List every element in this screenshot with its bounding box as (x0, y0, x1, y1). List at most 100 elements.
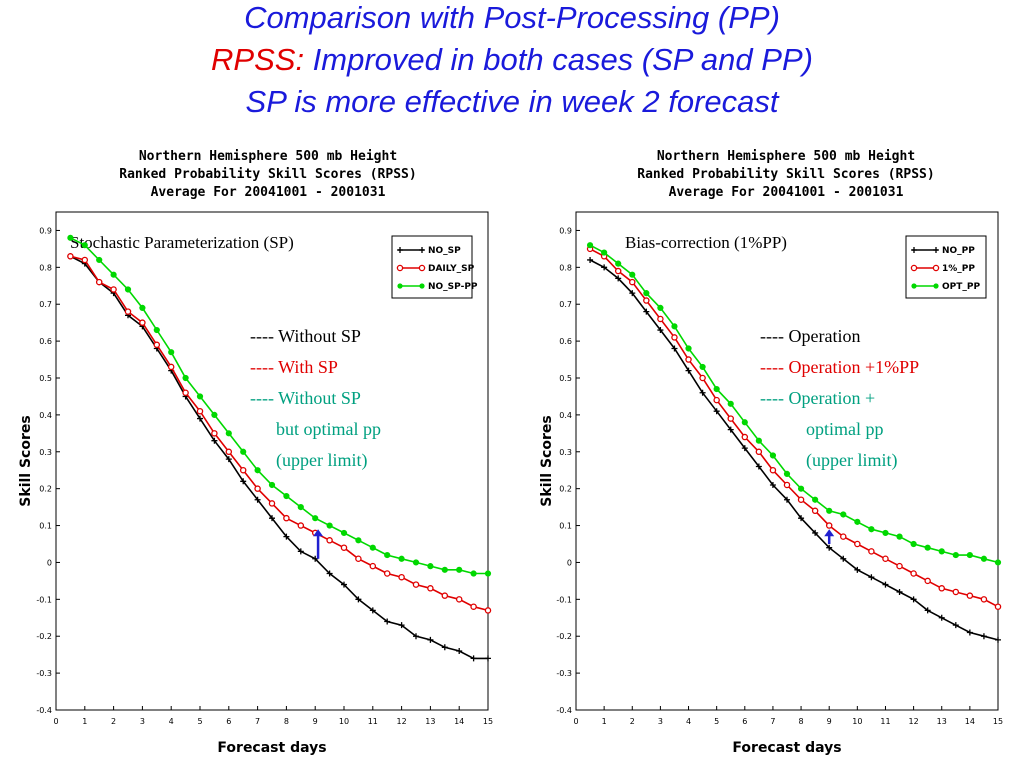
data-point-marker (868, 574, 875, 581)
x-tick-label: 7 (770, 717, 775, 726)
y-tick-label: 0 (567, 558, 572, 567)
series-line (589, 259, 999, 641)
data-point-marker (657, 304, 664, 312)
y-tick-label: 0.5 (559, 374, 572, 383)
data-point-marker (441, 644, 448, 651)
x-tick-label: 15 (993, 717, 1003, 726)
x-tick-label: 1 (602, 717, 607, 726)
data-point-marker (601, 264, 608, 271)
data-point-marker (924, 544, 931, 551)
data-point-marker (427, 636, 434, 643)
legend-swatch-marker (910, 264, 918, 272)
data-point-marker (254, 485, 261, 492)
x-tick-label: 12 (397, 717, 407, 726)
data-point-marker (96, 256, 103, 264)
data-point-marker (643, 297, 650, 304)
data-point-marker (283, 533, 290, 540)
data-point-marker (268, 481, 276, 489)
series-daily-sp (67, 253, 492, 614)
y-tick-label: 0.2 (559, 485, 572, 494)
data-point-marker (269, 515, 275, 522)
data-point-marker (938, 614, 945, 621)
data-point-marker (95, 278, 103, 286)
annotation-line: but optimal pp (276, 419, 381, 439)
data-point-marker (980, 633, 987, 640)
data-point-marker (369, 607, 376, 614)
data-point-marker (741, 419, 748, 426)
data-point-marker (938, 548, 945, 555)
data-point-marker (326, 522, 333, 529)
x-tick-label: 14 (965, 717, 975, 726)
data-point-marker (840, 555, 847, 562)
legend: NO_PP 1%_PP OPT_PP (905, 235, 987, 299)
data-point-marker (966, 592, 974, 599)
data-point-marker (685, 356, 692, 363)
data-point-marker (182, 389, 189, 397)
data-point-marker (713, 385, 720, 393)
y-tick-label: -0.2 (556, 632, 572, 641)
data-point-marker (283, 514, 290, 522)
data-point-marker (369, 562, 377, 570)
y-tick-label: -0.3 (556, 669, 572, 678)
data-point-marker (369, 544, 376, 551)
x-tick-label: 15 (483, 717, 493, 726)
y-tick-label: 0.7 (559, 300, 572, 309)
data-point-marker (615, 275, 622, 282)
legend-entry-label: DAILY_SP (428, 264, 475, 274)
data-point-marker (910, 596, 917, 603)
data-point-marker (268, 500, 276, 507)
data-point-marker (81, 256, 89, 264)
data-point-marker (727, 415, 734, 422)
data-point-marker (868, 526, 875, 533)
annotation-line: (upper limit) (276, 450, 367, 471)
data-point-marker (196, 393, 204, 400)
data-point-marker (980, 596, 988, 603)
annotation-line: ---- Operation + (760, 388, 875, 408)
y-tick-label: -0.4 (556, 706, 572, 715)
data-point-marker (882, 581, 889, 588)
x-tick-label: 12 (909, 717, 919, 726)
x-axis-title: Forecast days (732, 740, 841, 756)
plot-frame (575, 211, 999, 711)
data-point-marker (966, 629, 973, 636)
data-point-marker (769, 481, 776, 488)
x-tick-label: 8 (799, 717, 804, 726)
data-point-marker (124, 286, 132, 293)
data-point-marker (910, 570, 917, 577)
y-tick-label: 0.2 (39, 485, 52, 494)
plot-title-line: Northern Hemisphere 500 mb Height (139, 149, 397, 164)
data-point-marker (882, 555, 889, 563)
data-point-marker (896, 588, 903, 595)
data-point-marker (713, 396, 720, 404)
legend-swatch-marker (419, 247, 425, 253)
data-point-marker (239, 466, 247, 474)
y-tick-label: 0.6 (559, 337, 572, 346)
plot-title-line: Average For 20041001 - 2001031 (669, 185, 904, 200)
y-tick-label: -0.3 (36, 669, 52, 678)
data-point-marker (168, 349, 175, 356)
data-point-marker (427, 585, 434, 592)
data-point-marker (587, 256, 594, 263)
data-point-marker (854, 566, 861, 573)
slide-title-line1: Comparison with Post-Processing (PP) (244, 0, 780, 35)
legend-swatch-marker (933, 283, 939, 289)
legend-entry-label: 1%_PP (942, 264, 975, 274)
x-tick-label: 3 (658, 717, 663, 726)
data-point-marker (110, 286, 117, 293)
annotation-line: ---- Operation +1%PP (760, 357, 919, 377)
data-point-marker (783, 470, 791, 478)
x-tick-label: 1 (82, 717, 87, 726)
data-point-marker (167, 363, 175, 371)
legend-entry-label: OPT_PP (942, 282, 980, 292)
data-point-marker (211, 437, 218, 444)
data-point-marker (938, 585, 945, 592)
data-point-marker (699, 363, 706, 371)
improvement-arrow-head (313, 529, 324, 537)
data-point-marker (924, 607, 931, 614)
data-point-marker (825, 522, 833, 529)
data-point-marker (882, 529, 889, 537)
data-point-marker (657, 327, 664, 334)
y-tick-label: -0.2 (36, 632, 52, 641)
x-tick-label: 5 (714, 717, 719, 726)
x-tick-label: 11 (880, 717, 890, 726)
